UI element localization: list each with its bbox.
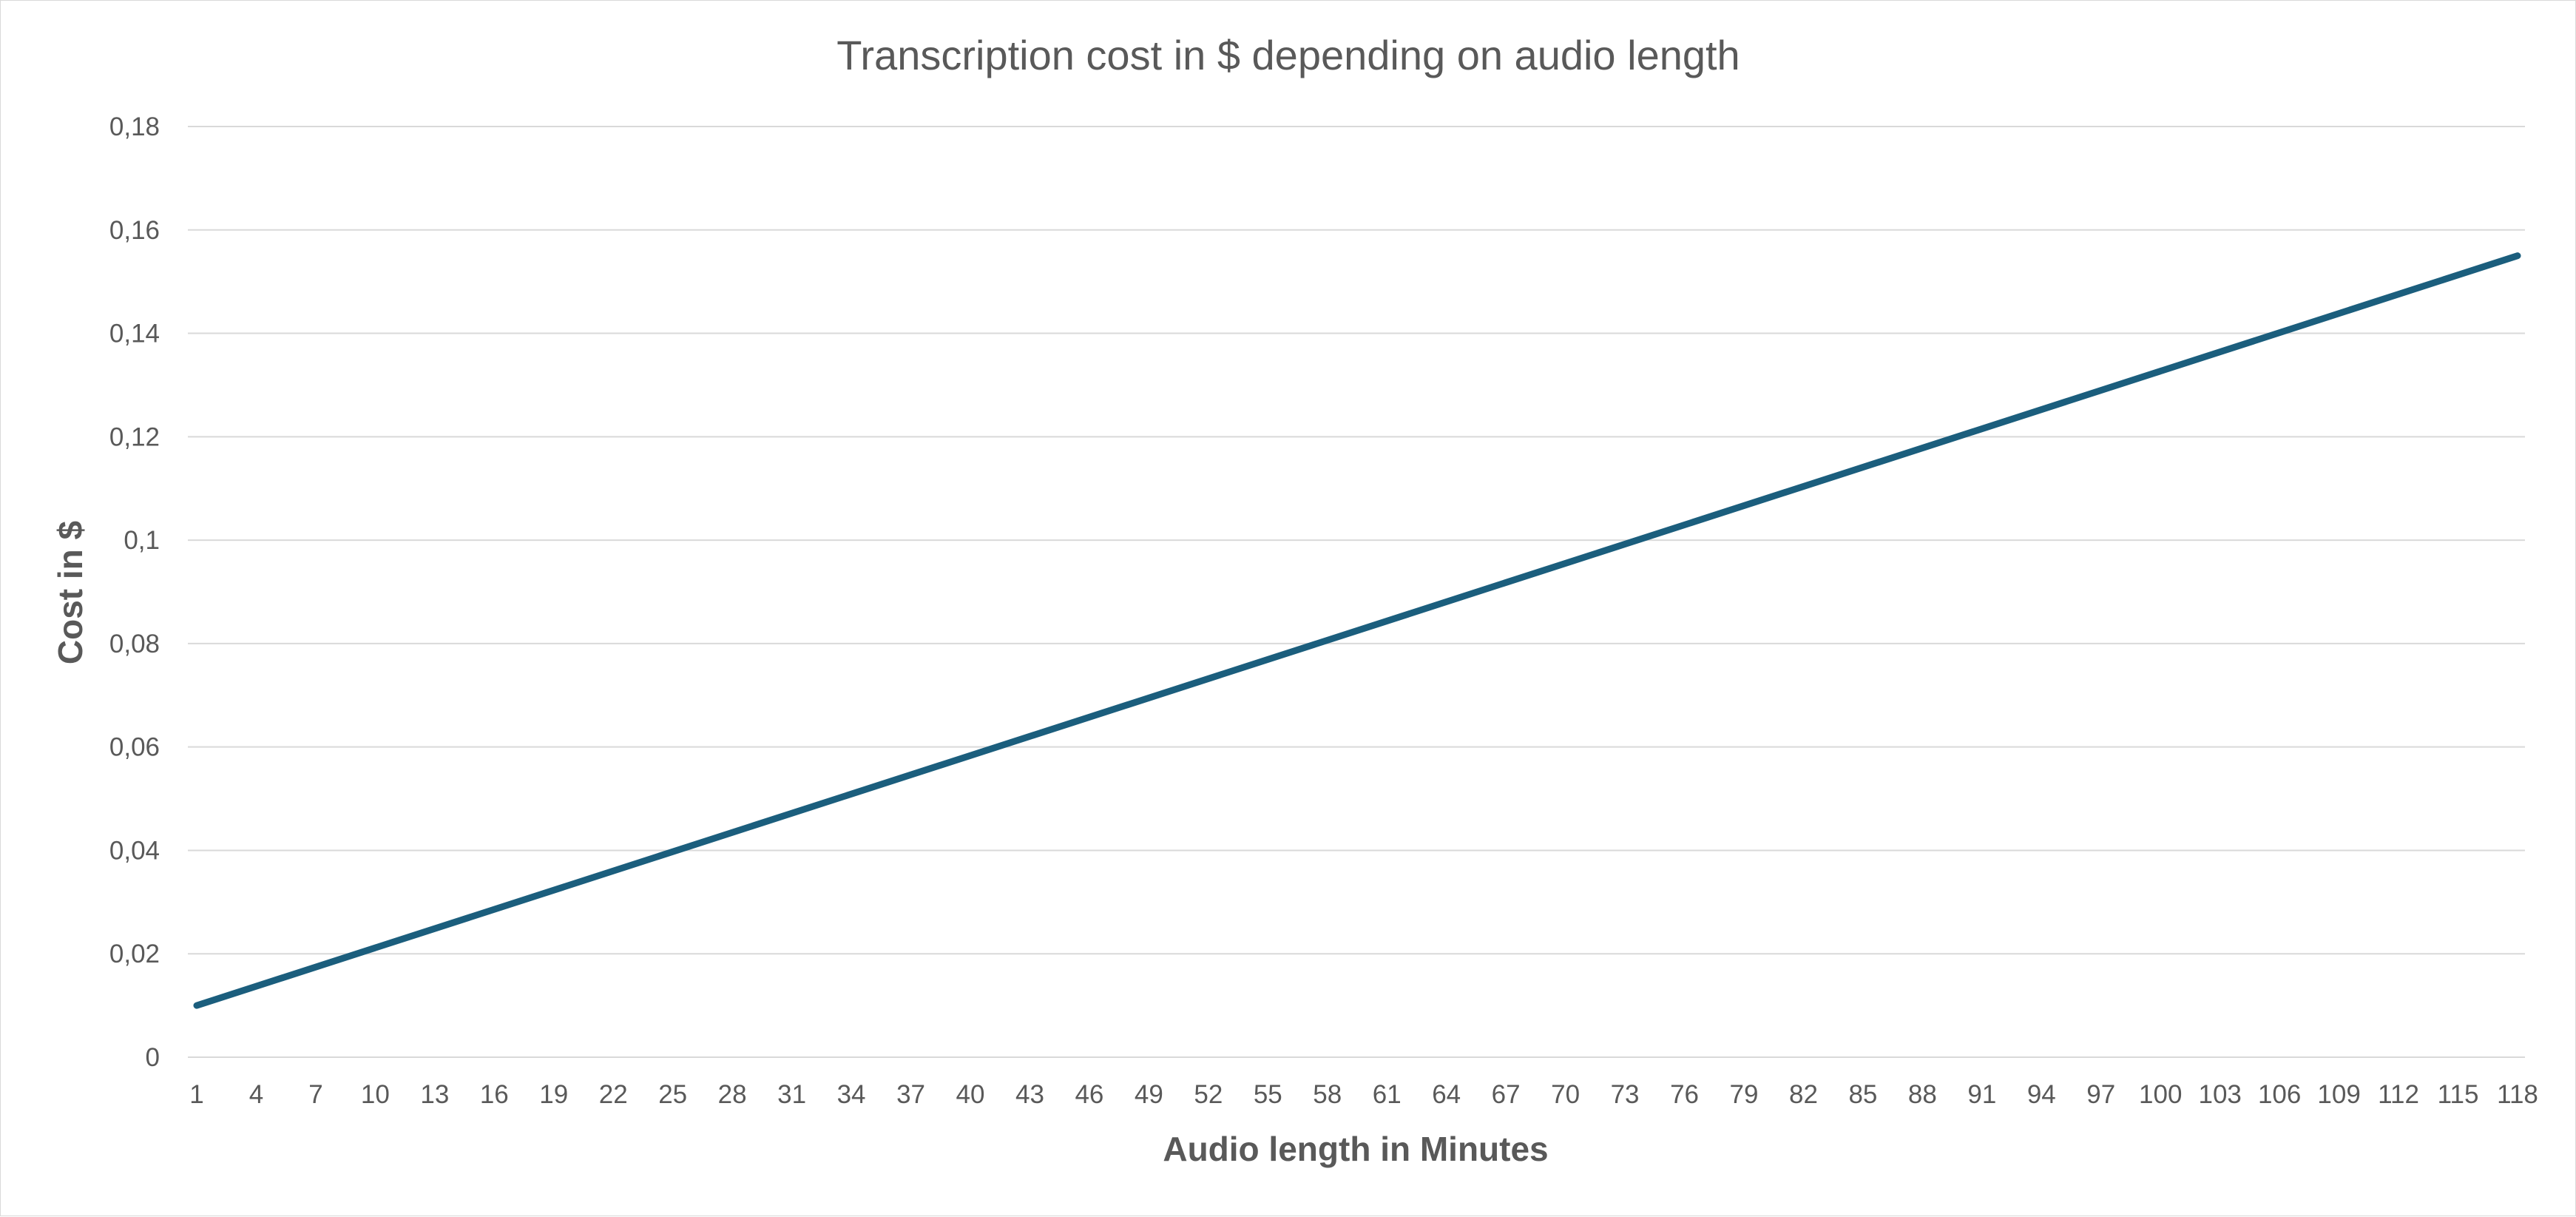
x-tick-label: 67 (1492, 1080, 1521, 1109)
x-tick-label: 88 (1908, 1080, 1937, 1109)
gridlines (188, 126, 2525, 1058)
x-tick-label: 43 (1015, 1080, 1044, 1109)
x-tick-label: 40 (956, 1080, 985, 1109)
y-tick-label: 0,14 (109, 320, 160, 348)
x-tick-label: 13 (420, 1080, 449, 1109)
y-tick-label: 0,18 (109, 112, 160, 141)
x-tick-label: 76 (1670, 1080, 1699, 1109)
x-tick-label: 70 (1551, 1080, 1580, 1109)
x-tick-label: 37 (896, 1080, 925, 1109)
x-axis-title: Audio length in Minutes (1163, 1130, 1548, 1168)
x-tick-label: 118 (2497, 1080, 2538, 1109)
x-tick-label: 109 (2317, 1080, 2360, 1109)
y-tick-label: 0,12 (109, 422, 160, 451)
x-tick-label: 112 (2378, 1080, 2419, 1109)
series-layer (193, 252, 2521, 1009)
x-tick-label: 49 (1135, 1080, 1163, 1109)
x-tick-label: 94 (2027, 1080, 2056, 1109)
x-tick-label: 19 (539, 1080, 568, 1109)
y-tick-label: 0,16 (109, 216, 160, 245)
x-tick-label: 115 (2438, 1080, 2479, 1109)
y-tick-label: 0,1 (124, 526, 160, 555)
x-tick-label: 10 (361, 1080, 390, 1109)
x-tick-label: 97 (2086, 1080, 2115, 1109)
x-tick-label: 79 (1730, 1080, 1759, 1109)
y-tick-label: 0,06 (109, 733, 160, 762)
x-tick-label: 103 (2198, 1080, 2241, 1109)
x-tick-label: 4 (249, 1080, 263, 1109)
x-tick-label: 100 (2139, 1080, 2182, 1109)
y-tick-label: 0,02 (109, 940, 160, 968)
x-tick-label: 64 (1432, 1080, 1461, 1109)
x-tick-label: 31 (777, 1080, 806, 1109)
x-tick-label: 106 (2258, 1080, 2301, 1109)
x-axis-ticks: 1 4 7 10 13 16 19 22 25 28 31 34 37 40 43 46 49 52 55 58 61 6… (189, 1080, 2538, 1109)
x-tick-label: 22 (599, 1080, 628, 1109)
x-tick-label: 61 (1373, 1080, 1402, 1109)
x-tick-label: 34 (837, 1080, 866, 1109)
x-tick-label: 46 (1075, 1080, 1103, 1109)
y-tick-label: 0,04 (109, 836, 160, 865)
y-tick-label: 0 (146, 1043, 160, 1072)
x-tick-label: 85 (1848, 1080, 1877, 1109)
y-axis-title: Cost in $ (51, 521, 89, 664)
x-tick-label: 7 (308, 1080, 322, 1109)
chart-title: Transcription cost in $ depending on aud… (836, 32, 1740, 78)
x-tick-label: 91 (1967, 1080, 1996, 1109)
x-tick-label: 58 (1313, 1080, 1342, 1109)
x-tick-label: 1 (189, 1080, 203, 1109)
series-line (193, 252, 2521, 1009)
x-tick-label: 82 (1789, 1080, 1818, 1109)
x-tick-label: 16 (480, 1080, 509, 1109)
x-tick-label: 52 (1194, 1080, 1223, 1109)
x-tick-label: 28 (718, 1080, 747, 1109)
y-axis-ticks: 0 0,02 0,04 0,06 0,08 0,1 0,12 0,14 0,16 0,18 (109, 112, 160, 1072)
x-tick-label: 55 (1254, 1080, 1282, 1109)
x-tick-label: 25 (658, 1080, 687, 1109)
x-tick-label: 73 (1611, 1080, 1640, 1109)
y-tick-label: 0,08 (109, 630, 160, 658)
